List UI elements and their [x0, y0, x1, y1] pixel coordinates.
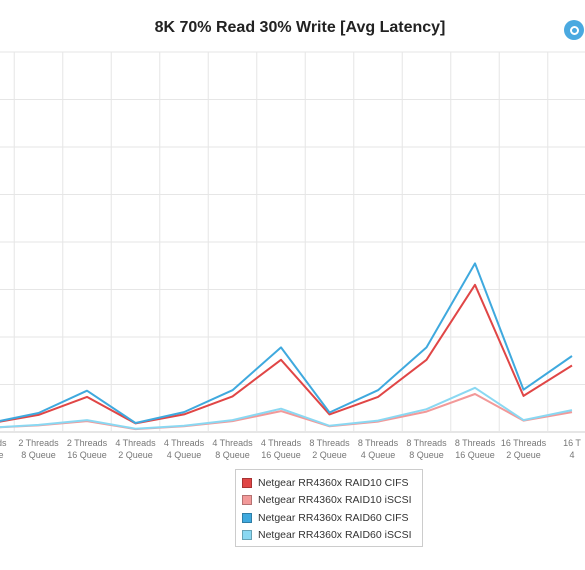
legend-label: Netgear RR4360x RAID60 CIFS: [258, 511, 409, 524]
x-tick-label: 4 Threads 4 Queue: [164, 438, 205, 460]
legend-item[interactable]: Netgear RR4360x RAID60 iSCSI: [242, 527, 422, 545]
legend-swatch: [242, 530, 252, 541]
series-line[interactable]: [0, 283, 573, 425]
series-line[interactable]: [0, 386, 573, 430]
legend-item[interactable]: Netgear RR4360x RAID10 CIFS: [242, 474, 422, 492]
legend-swatch: [242, 477, 252, 488]
legend-label: Netgear RR4360x RAID10 iSCSI: [258, 494, 412, 507]
x-tick-label: 16 Threads 2 Queue: [501, 438, 547, 460]
legend-item[interactable]: Netgear RR4360x RAID60 CIFS: [242, 509, 422, 527]
x-tick-label: 4 Threads 16 Queue: [261, 438, 302, 460]
legend-swatch: [242, 495, 252, 506]
x-tick-label: 8 Threads 16 Queue: [455, 438, 496, 460]
chart-title: 8K 70% Read 30% Write [Avg Latency]: [154, 19, 446, 36]
series-lines: [0, 262, 573, 431]
x-tick-label: 4 Threads 2 Queue: [115, 438, 156, 460]
grid-lines: [0, 51, 585, 433]
x-tick-label: 8 Threads 2 Queue: [309, 438, 350, 460]
x-tick-label: 8 Threads 8 Queue: [406, 438, 447, 460]
x-tick-label: 4 Threads 8 Queue: [212, 438, 253, 460]
x-tick-label: 2 Threads 8 Queue: [18, 438, 59, 460]
x-tick-label: ThreadsQueue: [0, 438, 7, 460]
x-tick-label: 2 Threads 16 Queue: [67, 438, 108, 460]
logo-icon: [564, 20, 584, 40]
legend-label: Netgear RR4360x RAID60 iSCSI: [258, 529, 412, 542]
x-tick-label: 8 Threads 4 Queue: [358, 438, 399, 460]
series-line[interactable]: [0, 393, 573, 431]
legend[interactable]: Netgear RR4360x RAID10 CIFS Netgear RR43…: [235, 469, 423, 547]
legend-item[interactable]: Netgear RR4360x RAID10 iSCSI: [242, 492, 422, 510]
legend-swatch: [242, 512, 252, 523]
series-line[interactable]: [0, 262, 573, 424]
legend-label: Netgear RR4360x RAID10 CIFS: [258, 476, 409, 489]
